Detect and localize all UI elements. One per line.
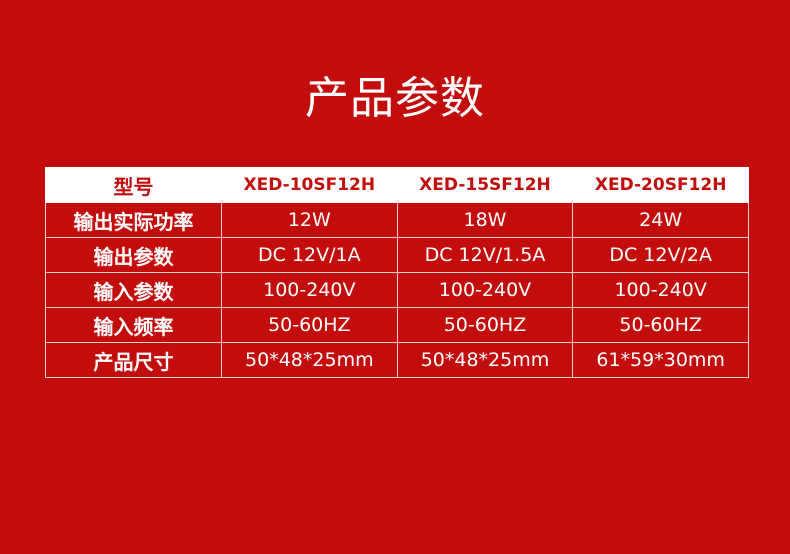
cell: 100-240V	[572, 272, 749, 308]
row-label: 输出实际功率	[45, 202, 222, 238]
cell: 50*48*25mm	[396, 342, 574, 378]
header-model: XED-20SF12H	[572, 167, 749, 203]
row-label: 输入频率	[45, 307, 222, 343]
cell: 18W	[396, 202, 574, 238]
table-row: 输出实际功率 12W 18W 24W	[45, 202, 749, 238]
row-label: 产品尺寸	[45, 342, 222, 378]
cell: DC 12V/1.5A	[396, 237, 574, 273]
cell: 24W	[572, 202, 749, 238]
header-label: 型号	[45, 167, 222, 203]
cell: DC 12V/2A	[572, 237, 749, 273]
table-row: 产品尺寸 50*48*25mm 50*48*25mm 61*59*30mm	[45, 342, 749, 378]
row-label: 输入参数	[45, 272, 222, 308]
cell: 100-240V	[221, 272, 398, 308]
cell: 50-60HZ	[572, 307, 749, 343]
header-model: XED-10SF12H	[221, 167, 398, 203]
cell: 50-60HZ	[396, 307, 574, 343]
cell: 61*59*30mm	[572, 342, 749, 378]
row-label: 输出参数	[45, 237, 222, 273]
header-model: XED-15SF12H	[396, 167, 574, 203]
cell: 12W	[221, 202, 398, 238]
table-header-row: 型号 XED-10SF12H XED-15SF12H XED-20SF12H	[45, 167, 749, 203]
table-row: 输入频率 50-60HZ 50-60HZ 50-60HZ	[45, 307, 749, 343]
cell: DC 12V/1A	[221, 237, 398, 273]
page-title: 产品参数	[305, 73, 485, 124]
cell: 50*48*25mm	[221, 342, 398, 378]
table-row: 输入参数 100-240V 100-240V 100-240V	[45, 272, 749, 308]
spec-table: 型号 XED-10SF12H XED-15SF12H XED-20SF12H 输…	[45, 167, 749, 378]
cell: 100-240V	[396, 272, 574, 308]
table-row: 输出参数 DC 12V/1A DC 12V/1.5A DC 12V/2A	[45, 237, 749, 273]
cell: 50-60HZ	[221, 307, 398, 343]
